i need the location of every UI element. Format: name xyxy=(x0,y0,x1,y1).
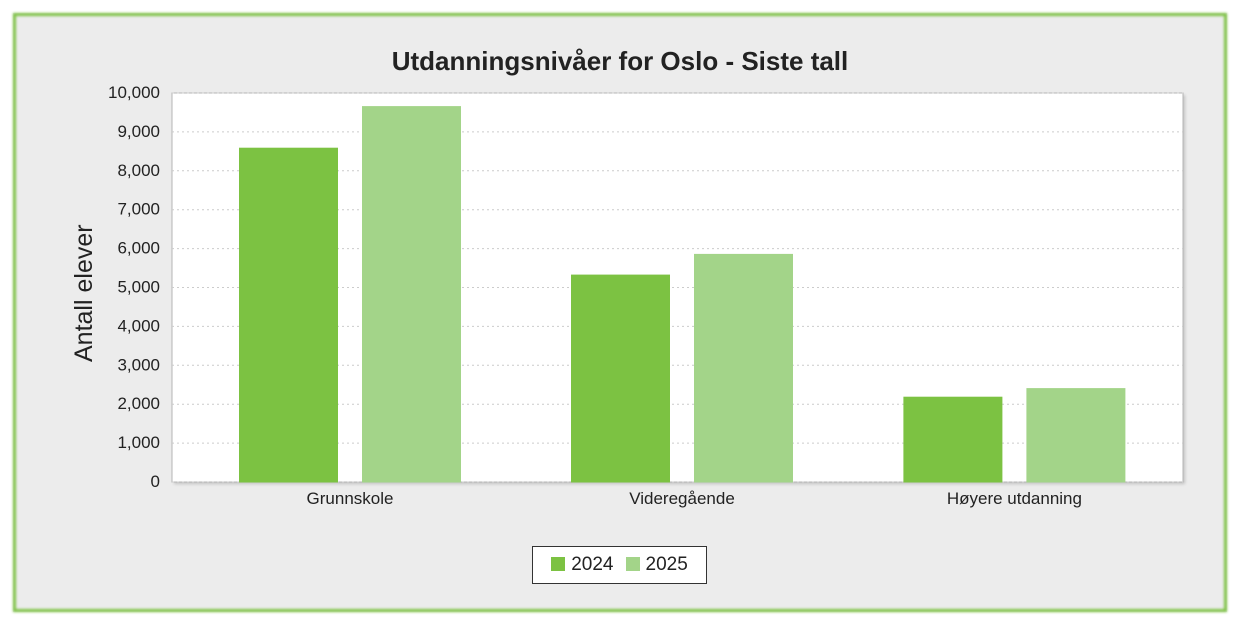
svg-text:5,000: 5,000 xyxy=(117,278,160,297)
svg-text:7,000: 7,000 xyxy=(117,200,160,219)
svg-text:4,000: 4,000 xyxy=(117,316,160,335)
svg-text:1,000: 1,000 xyxy=(117,433,160,452)
svg-text:6,000: 6,000 xyxy=(117,239,160,258)
svg-text:10,000: 10,000 xyxy=(108,83,160,102)
svg-text:Videregående: Videregående xyxy=(629,489,735,508)
svg-text:9,000: 9,000 xyxy=(117,122,160,141)
svg-text:2,000: 2,000 xyxy=(117,394,160,413)
svg-text:3,000: 3,000 xyxy=(117,355,160,374)
svg-text:Grunnskole: Grunnskole xyxy=(307,489,394,508)
svg-text:0: 0 xyxy=(151,472,160,491)
svg-text:Høyere utdanning: Høyere utdanning xyxy=(947,489,1082,508)
svg-text:8,000: 8,000 xyxy=(117,161,160,180)
